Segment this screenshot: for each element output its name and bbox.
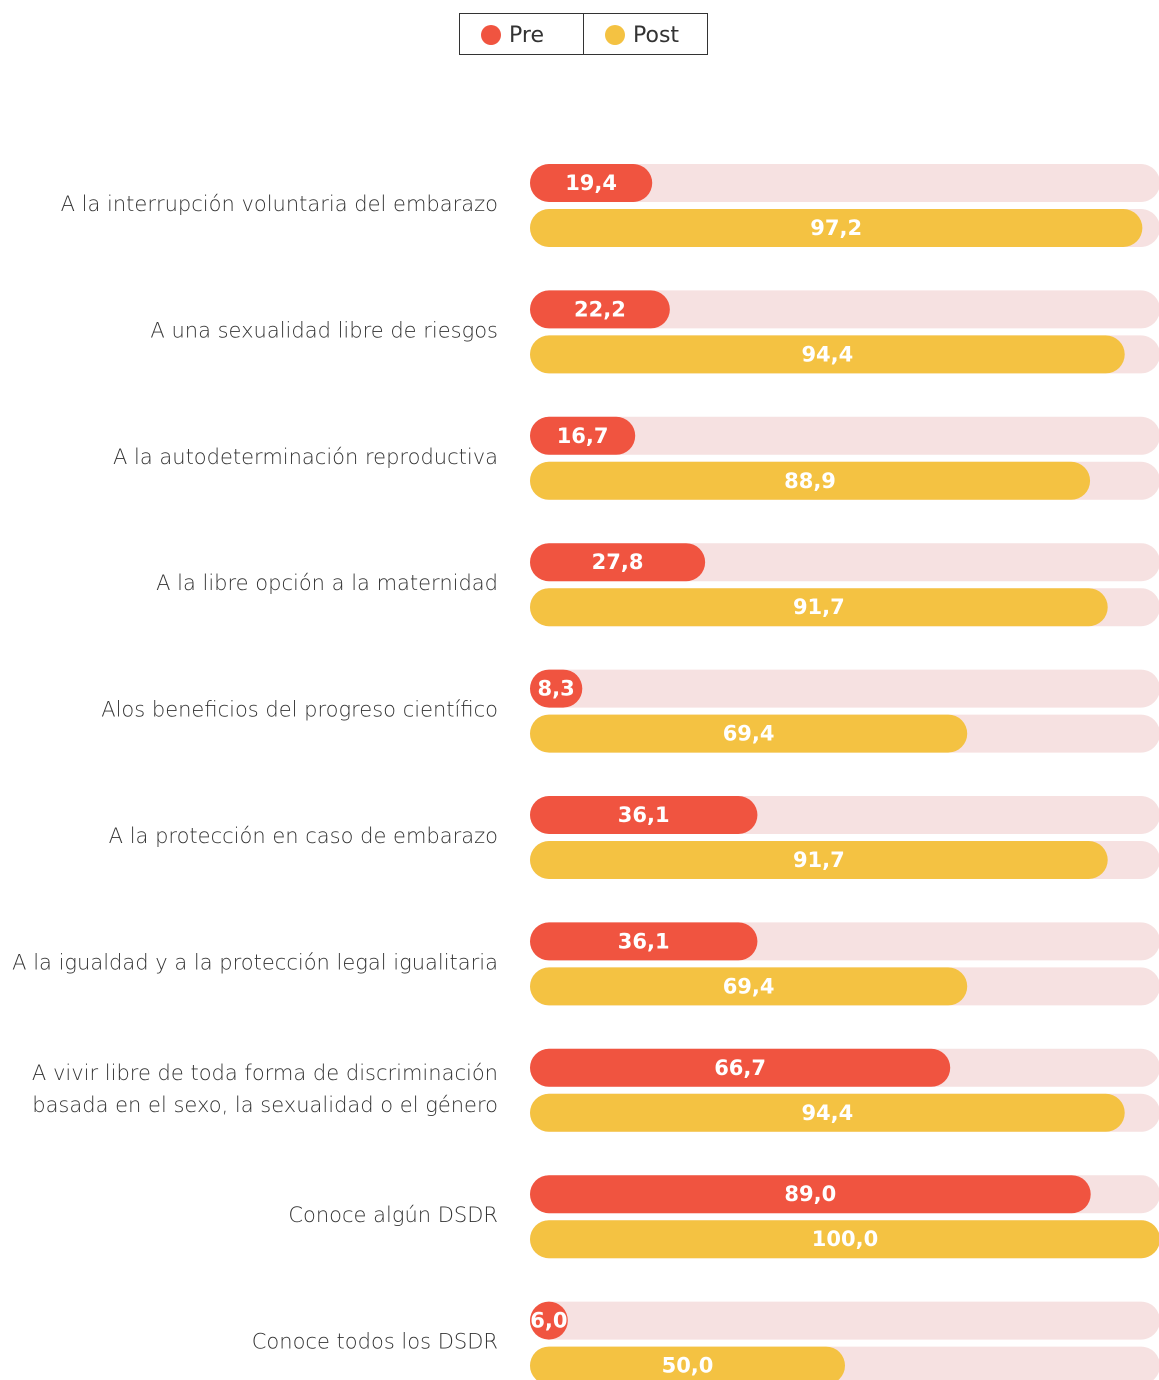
category-label: Conoce algún DSDR	[288, 1203, 498, 1227]
category-label: A la libre opción a la maternidad	[156, 571, 498, 595]
value-label: 8,3	[538, 677, 575, 701]
bar	[530, 796, 758, 834]
bar	[530, 588, 1108, 627]
value-label: 27,8	[592, 550, 644, 574]
bar-track	[530, 1301, 1159, 1340]
value-label: 94,4	[801, 1101, 853, 1125]
bar	[530, 290, 670, 329]
bar-track	[530, 290, 1159, 329]
bar	[530, 841, 1108, 879]
bar-track	[530, 669, 1159, 708]
category-line: A la interrupción voluntaria del embaraz…	[61, 192, 498, 216]
category-line: Conoce algún DSDR	[288, 1203, 498, 1227]
bar	[530, 967, 968, 1006]
category-label: Alos beneficios del progreso científico	[101, 698, 498, 722]
category-line: A la protección en caso de embarazo	[109, 824, 498, 848]
bar	[530, 461, 1091, 500]
bar-track	[530, 416, 1159, 455]
category-line: Alos beneficios del progreso científico	[101, 698, 498, 722]
legend-swatch	[481, 25, 501, 45]
bar	[530, 1093, 1125, 1132]
bar	[530, 335, 1125, 374]
value-label: 19,4	[565, 171, 617, 195]
category-label: A la autodeterminación reproductiva	[113, 445, 498, 469]
value-label: 50,0	[662, 1354, 714, 1378]
value-label: 36,1	[618, 803, 670, 827]
value-label: 89,0	[784, 1182, 836, 1206]
category-label: Conoce todos los DSDR	[252, 1330, 498, 1354]
value-label: 94,4	[801, 342, 853, 366]
value-label: 91,7	[793, 848, 845, 872]
bar	[530, 922, 758, 961]
value-label: 6,0	[530, 1309, 567, 1333]
category-line: Conoce todos los DSDR	[252, 1330, 498, 1354]
value-label: 69,4	[723, 722, 775, 746]
bar	[530, 1346, 845, 1380]
bar	[530, 1048, 951, 1087]
bar	[530, 209, 1143, 247]
value-label: 97,2	[810, 216, 862, 240]
bar	[530, 1301, 568, 1340]
value-label: 88,9	[784, 469, 836, 493]
legend-label: Post	[633, 23, 679, 48]
bar	[530, 1220, 1159, 1259]
value-label: 69,4	[723, 974, 775, 998]
bar	[530, 543, 706, 582]
category-line: A la igualdad y a la protección legal ig…	[12, 950, 498, 974]
value-label: 91,7	[793, 595, 845, 619]
value-label: 36,1	[618, 929, 670, 953]
category-label: A vivir libre de toda forma de discrimin…	[32, 1061, 498, 1117]
value-label: 22,2	[574, 297, 626, 321]
value-label: 16,7	[557, 424, 609, 448]
bar	[530, 669, 583, 708]
bar	[530, 164, 653, 202]
category-line: basada en el sexo, la sexualidad o el gé…	[32, 1093, 498, 1117]
category-line: A la autodeterminación reproductiva	[113, 445, 498, 469]
category-line: A la libre opción a la maternidad	[156, 571, 498, 595]
bar	[530, 1175, 1091, 1214]
category-label: A la interrupción voluntaria del embaraz…	[61, 192, 498, 216]
legend-swatch	[605, 25, 625, 45]
bar	[530, 416, 636, 455]
legend-label: Pre	[509, 23, 544, 48]
bar	[530, 714, 968, 753]
category-label: A una sexualidad libre de riesgos	[150, 318, 498, 342]
category-label: A la protección en caso de embarazo	[109, 824, 498, 848]
category-line: A vivir libre de toda forma de discrimin…	[32, 1061, 498, 1085]
bar-track	[530, 164, 1159, 202]
value-label: 66,7	[714, 1056, 766, 1080]
category-line: A una sexualidad libre de riesgos	[150, 318, 498, 342]
category-label: A la igualdad y a la protección legal ig…	[12, 950, 498, 974]
value-label: 100,0	[812, 1227, 878, 1251]
